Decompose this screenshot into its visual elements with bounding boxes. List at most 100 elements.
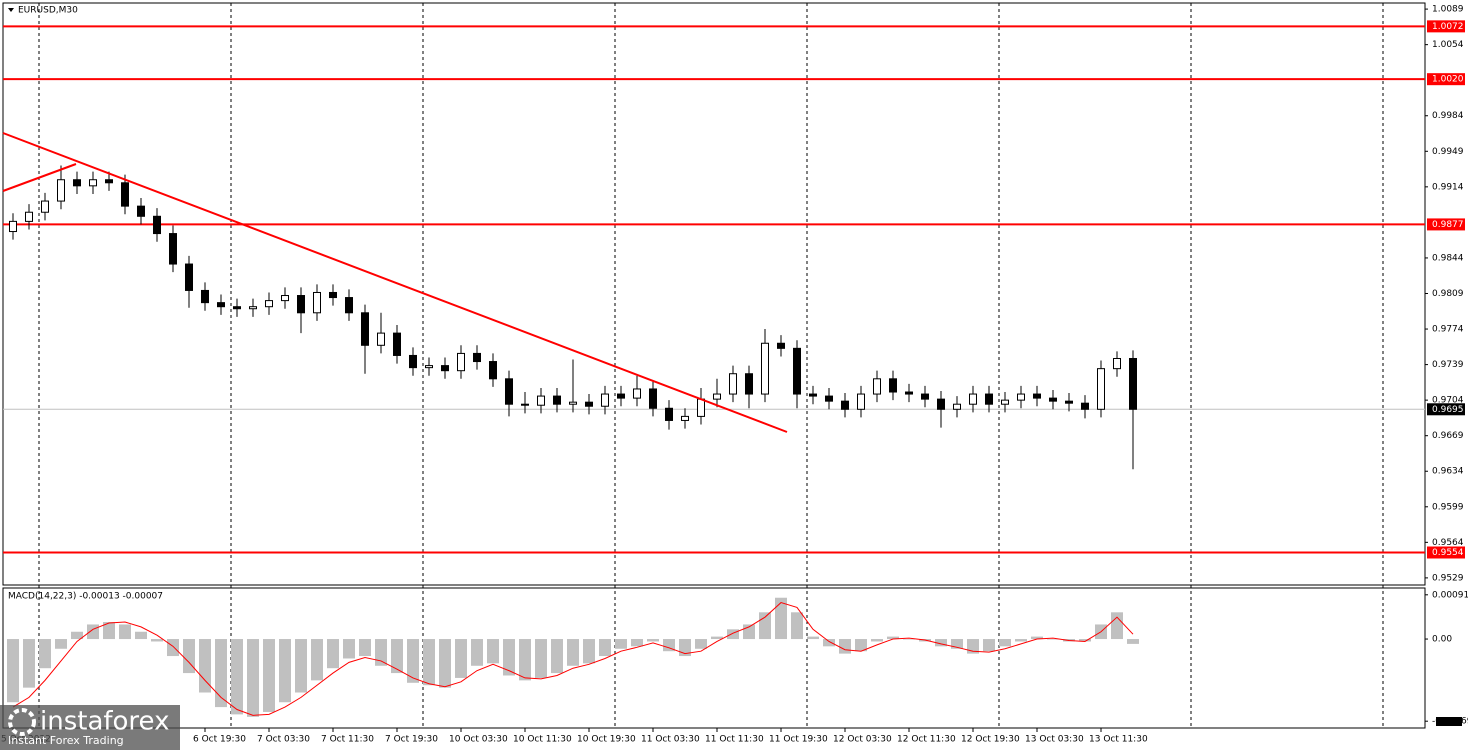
x-tick-label: 7 Oct 19:30 <box>385 735 438 745</box>
labels: 1.0089 1.0054 0.9984 0.9949 0.9914 0.9844 0.98… <box>1 5 1468 745</box>
current-price-label: 0.9695 <box>1432 405 1464 415</box>
macd-bar <box>1127 639 1139 644</box>
x-tick-label: 11 Oct 11:30 <box>705 735 764 745</box>
candle-body <box>697 398 705 417</box>
x-tick-label: 7 Oct 11:30 <box>321 735 374 745</box>
y-tick-label: 0.9739 <box>1432 360 1464 370</box>
trendline <box>2 132 788 433</box>
candle-body <box>393 332 401 356</box>
level-label-bg <box>1427 20 1465 33</box>
macd-bar <box>1031 636 1043 640</box>
macd-bar <box>295 639 307 693</box>
macd-bar <box>39 639 51 669</box>
candle-body <box>665 407 673 421</box>
candle-body <box>713 393 721 400</box>
candle-body <box>297 295 305 314</box>
candle-body <box>1113 357 1121 370</box>
y-tick-label: 0.9564 <box>1432 538 1464 548</box>
level-label-bg <box>1427 218 1465 231</box>
candle-body <box>745 373 753 395</box>
macd-bar <box>103 622 115 640</box>
candle-body <box>441 365 449 372</box>
y-tick-label: 0.00091 <box>1432 590 1468 600</box>
macd-bar <box>439 639 451 688</box>
macd-bar <box>759 612 771 640</box>
candle-body <box>489 361 497 380</box>
x-tick-label: 13 Oct 11:30 <box>1089 735 1148 745</box>
macd-bar <box>839 639 851 654</box>
candle-body <box>969 393 977 405</box>
macd-bar <box>1111 612 1123 640</box>
candle-body <box>89 179 97 187</box>
candle-body <box>777 342 785 349</box>
candle-body <box>825 395 833 402</box>
macd-panel-frame <box>2 587 1426 729</box>
macd-bar <box>87 624 99 640</box>
x-tick-label: 13 Oct 03:30 <box>1025 735 1084 745</box>
candle-body <box>265 300 273 308</box>
level-label-bg <box>1427 546 1465 559</box>
macd-bar <box>423 639 435 686</box>
level-label: 0.9877 <box>1432 220 1464 230</box>
candle-body <box>985 393 993 405</box>
y-tick-label: 0.9669 <box>1432 431 1464 441</box>
candle-body <box>553 395 561 405</box>
y-tick-label: 0.9599 <box>1432 502 1464 512</box>
macd-bar <box>1015 639 1027 642</box>
y-tick-label: 1.0054 <box>1432 40 1464 50</box>
candle-body <box>233 306 241 310</box>
candle-body <box>57 179 65 202</box>
macd-bar <box>487 639 499 664</box>
candle-body <box>1129 357 1137 410</box>
x-tick-label: 7 Oct 03:30 <box>257 735 310 745</box>
macd-bar <box>535 639 547 678</box>
watermark-name: instaforex <box>40 707 169 737</box>
y-tick-label: 0.9809 <box>1432 289 1464 299</box>
candle-body <box>841 400 849 410</box>
macd-bar <box>311 639 323 681</box>
x-tick-label: 6 Oct 19:30 <box>193 735 246 745</box>
candle-body <box>521 403 529 406</box>
macd-bar <box>1079 639 1091 642</box>
y-tick-label: 0.9984 <box>1432 111 1464 121</box>
candle-body <box>41 200 49 213</box>
candle-body <box>729 373 737 395</box>
macd-bar <box>359 639 371 657</box>
watermark-icon <box>8 708 36 736</box>
y-tick-label: 0.9774 <box>1432 325 1464 335</box>
candle-body <box>1081 402 1089 410</box>
macd-bar <box>775 597 787 640</box>
macd-bar <box>679 639 691 657</box>
candle-body <box>649 388 657 409</box>
macd-bar <box>807 636 819 640</box>
candle-body <box>505 378 513 405</box>
grid <box>38 3 1384 728</box>
x-tick-label: 11 Oct 03:30 <box>641 735 700 745</box>
candle-body <box>1065 400 1073 404</box>
marks <box>3 25 1425 717</box>
macd-bar <box>231 639 243 715</box>
candle-body <box>409 354 417 369</box>
level-label: 1.0020 <box>1432 75 1464 85</box>
candle-body <box>217 302 225 308</box>
macd-bar <box>167 639 179 657</box>
macd-bar <box>727 629 739 640</box>
macd-bar <box>855 639 867 652</box>
macd-bar <box>279 639 291 703</box>
macd-bar <box>343 639 355 659</box>
candle-body <box>793 347 801 395</box>
candle-body <box>9 220 17 233</box>
macd-bar <box>327 639 339 669</box>
y-tick-label: 0.9704 <box>1432 396 1464 406</box>
candle-body <box>633 388 641 399</box>
current-price-bg <box>1427 403 1465 416</box>
candle-body <box>1017 393 1025 401</box>
macd-bar <box>791 612 803 640</box>
macd-bar <box>455 639 467 678</box>
macd-bar <box>583 639 595 664</box>
candle-body <box>73 179 81 187</box>
macd-bar <box>999 639 1011 647</box>
candle-body <box>169 233 177 265</box>
candle-body <box>921 393 929 400</box>
